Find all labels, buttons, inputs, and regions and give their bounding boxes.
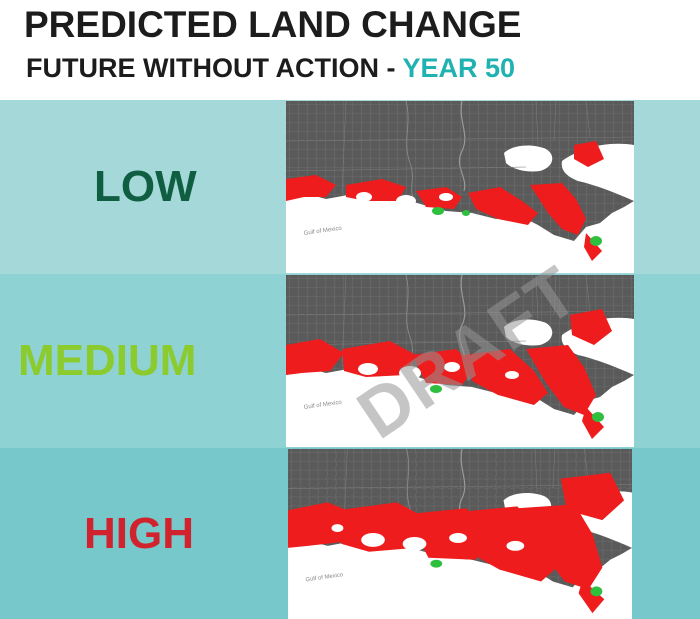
scenario-label-high: HIGH <box>84 508 194 558</box>
page-subtitle: FUTURE WITHOUT ACTION - YEAR 50 <box>26 53 515 84</box>
map-high-scenario: Gulf of Mexico <box>286 449 634 619</box>
subtitle-text: FUTURE WITHOUT ACTION - <box>26 53 403 83</box>
map-low-scenario: Gulf of Mexico <box>286 101 634 273</box>
subtitle-highlight: YEAR 50 <box>402 53 516 83</box>
map-water-label: Gulf of Mexico <box>303 400 342 411</box>
page-title: PREDICTED LAND CHANGE <box>24 4 522 45</box>
scenario-label-medium: MEDIUM <box>18 336 197 385</box>
map-medium-scenario: Gulf of Mexico <box>286 275 634 447</box>
scenario-label-low: LOW <box>94 162 197 211</box>
header: PREDICTED LAND CHANGE FUTURE WITHOUT ACT… <box>0 0 700 100</box>
map-water-label: Gulf of Mexico <box>303 226 342 237</box>
map-water-label: Gulf of Mexico <box>305 572 344 583</box>
